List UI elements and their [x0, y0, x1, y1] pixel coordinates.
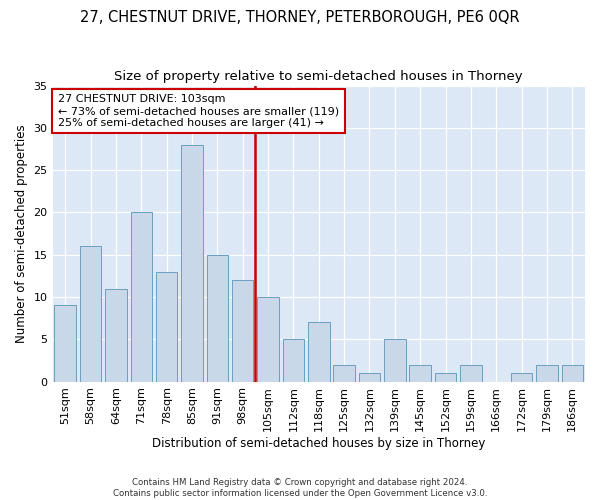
Bar [206, 254, 228, 382]
Bar [181, 145, 203, 382]
Bar [435, 373, 457, 382]
X-axis label: Distribution of semi-detached houses by size in Thorney: Distribution of semi-detached houses by … [152, 437, 485, 450]
Title: Size of property relative to semi-detached houses in Thorney: Size of property relative to semi-detach… [115, 70, 523, 83]
Bar [359, 373, 380, 382]
Bar [80, 246, 101, 382]
Bar [334, 364, 355, 382]
Bar [156, 272, 178, 382]
Bar [232, 280, 253, 382]
Bar [562, 364, 583, 382]
Bar [105, 288, 127, 382]
Bar [55, 306, 76, 382]
Y-axis label: Number of semi-detached properties: Number of semi-detached properties [15, 124, 28, 343]
Bar [384, 340, 406, 382]
Bar [536, 364, 558, 382]
Bar [511, 373, 532, 382]
Text: Contains HM Land Registry data © Crown copyright and database right 2024.
Contai: Contains HM Land Registry data © Crown c… [113, 478, 487, 498]
Bar [131, 212, 152, 382]
Text: 27, CHESTNUT DRIVE, THORNEY, PETERBOROUGH, PE6 0QR: 27, CHESTNUT DRIVE, THORNEY, PETERBOROUG… [80, 10, 520, 25]
Bar [283, 340, 304, 382]
Bar [460, 364, 482, 382]
Bar [308, 322, 329, 382]
Bar [409, 364, 431, 382]
Bar [257, 297, 279, 382]
Text: 27 CHESTNUT DRIVE: 103sqm
← 73% of semi-detached houses are smaller (119)
25% of: 27 CHESTNUT DRIVE: 103sqm ← 73% of semi-… [58, 94, 339, 128]
